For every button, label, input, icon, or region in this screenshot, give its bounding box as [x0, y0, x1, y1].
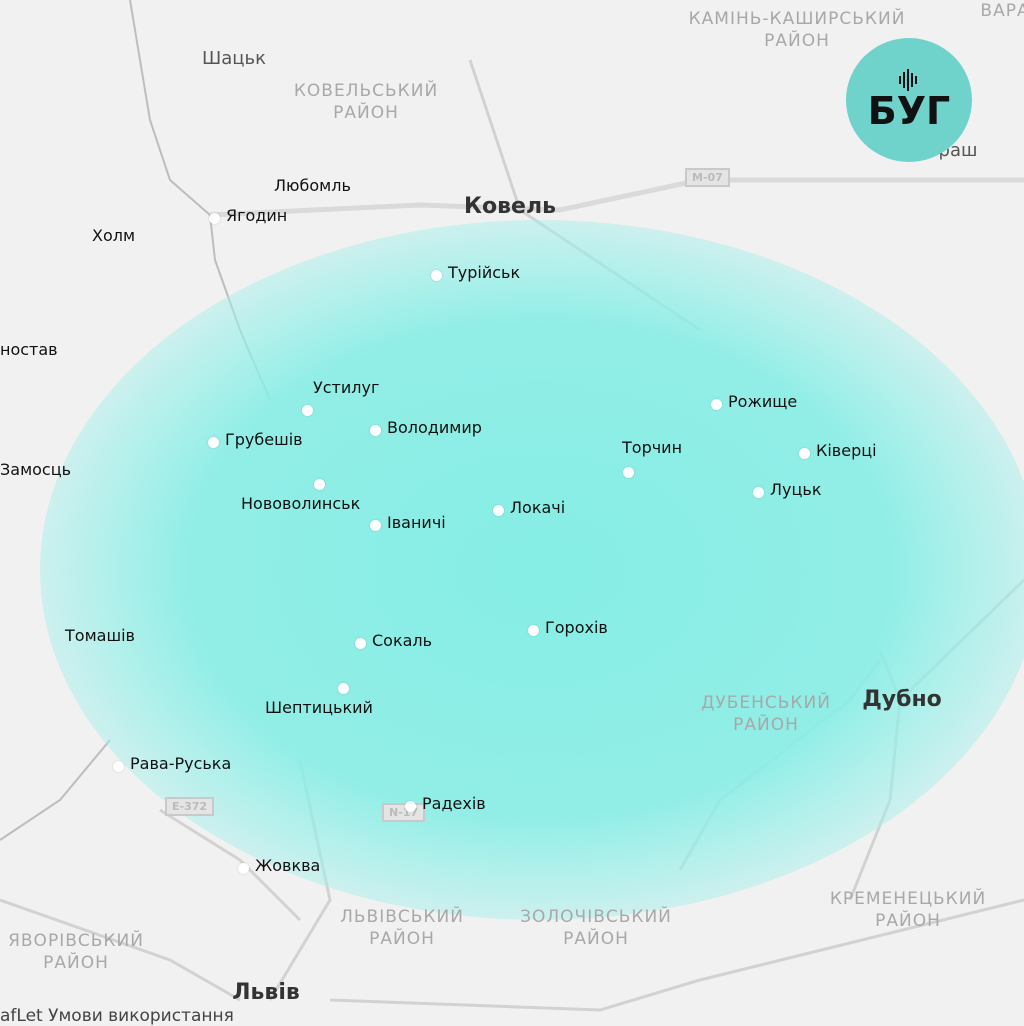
city-label: Горохів [545, 618, 608, 637]
region-name: ВАРА [980, 1, 1024, 21]
city-label: Іваничі [387, 513, 446, 532]
city-label: Луцьк [770, 480, 822, 499]
city-dot-icon[interactable] [711, 399, 722, 410]
city-dot-icon[interactable] [208, 437, 219, 448]
region-name: КРЕМЕНЕЦЬКИЙ [829, 889, 987, 909]
city-label: Турійськ [448, 263, 521, 282]
region-label: ВАРА [980, 0, 1024, 22]
logo-text: БУГ [867, 89, 951, 133]
base-city-label: Львів [232, 980, 300, 1005]
base-city-label: Ковель [464, 194, 556, 219]
city-label: Володимир [387, 418, 482, 437]
region-suffix: РАЙОН [333, 103, 399, 123]
region-suffix: РАЙОН [369, 929, 435, 949]
region-suffix: РАЙОН [563, 929, 629, 949]
city-label: Устилуг [313, 378, 380, 397]
city-dot-icon[interactable] [753, 487, 764, 498]
city-label: ностав [0, 340, 58, 359]
city-dot-icon[interactable] [238, 863, 249, 874]
region-name: КОВЕЛЬСЬКИЙ [293, 81, 439, 101]
city-label: Холм [92, 226, 136, 245]
city-label: Замосць [0, 460, 72, 479]
region-label: КОВЕЛЬСЬКИЙ РАЙОН [294, 80, 438, 124]
region-label: ЯВОРІВСЬКИЙ РАЙОН [8, 930, 144, 974]
region-label: ДУБЕНСЬКИЙ РАЙОН [701, 692, 831, 736]
city-dot-icon[interactable] [209, 213, 220, 224]
city-label: Сокаль [372, 631, 433, 650]
city-dot-icon[interactable] [314, 479, 325, 490]
road-shield: M-07 [685, 168, 730, 187]
city-label: Ківерці [816, 441, 877, 460]
city-label: Ягодин [226, 206, 288, 225]
base-city-label: Дубно [862, 687, 942, 712]
city-dot-icon[interactable] [370, 520, 381, 531]
city-label: Нововолинськ [241, 494, 361, 513]
city-label: Рава-Руська [130, 754, 232, 773]
city-dot-icon[interactable] [302, 405, 313, 416]
region-suffix: РАЙОН [764, 31, 830, 51]
city-label: Томашів [65, 626, 135, 645]
city-dot-icon[interactable] [370, 425, 381, 436]
bug-logo: БУГ [846, 38, 972, 162]
road-shield: E-372 [165, 797, 215, 816]
city-dot-icon[interactable] [338, 683, 349, 694]
city-label: Радехів [422, 794, 486, 813]
city-dot-icon[interactable] [355, 638, 366, 649]
region-name: ЯВОРІВСЬКИЙ [8, 931, 144, 951]
city-dot-icon[interactable] [493, 505, 504, 516]
region-name: ЗОЛОЧІВСЬКИЙ [520, 907, 672, 927]
city-label: Торчин [622, 438, 683, 457]
city-label: Жовква [255, 856, 321, 875]
region-label: КАМІНЬ-КАШИРСЬКИЙ РАЙОН [689, 8, 906, 52]
city-label: Рожище [728, 392, 798, 411]
region-suffix: РАЙОН [733, 715, 799, 735]
road-shield: N-17 [382, 803, 426, 822]
city-dot-icon[interactable] [431, 270, 442, 281]
region-label: ЗОЛОЧІВСЬКИЙ РАЙОН [520, 906, 672, 950]
region-name: ДУБЕНСЬКИЙ [701, 693, 831, 713]
city-label: Локачі [510, 498, 566, 517]
region-label: ЛЬВІВСЬКИЙ РАЙОН [340, 906, 464, 950]
city-dot-icon[interactable] [113, 761, 124, 772]
city-dot-icon[interactable] [528, 625, 539, 636]
city-label: Шептицький [265, 698, 373, 717]
region-label: КРЕМЕНЕЦЬКИЙ РАЙОН [830, 888, 986, 932]
region-name: КАМІНЬ-КАШИРСЬКИЙ [688, 9, 906, 29]
region-suffix: РАЙОН [875, 911, 941, 931]
city-label: Любомль [274, 176, 351, 195]
city-label: Грубешів [225, 430, 303, 449]
city-dot-icon[interactable] [623, 467, 634, 478]
region-name: ЛЬВІВСЬКИЙ [340, 907, 464, 927]
city-dot-icon[interactable] [799, 448, 810, 459]
region-suffix: РАЙОН [43, 953, 109, 973]
sound-wave-icon [899, 69, 917, 91]
city-dot-icon[interactable] [405, 801, 416, 812]
base-city-label: Шацьк [201, 48, 267, 69]
map-attribution[interactable]: afLet Умови використання [0, 1006, 234, 1026]
